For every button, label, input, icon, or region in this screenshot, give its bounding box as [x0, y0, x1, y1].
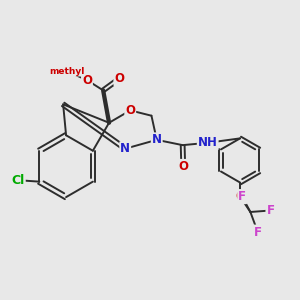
Text: N: N	[152, 133, 162, 146]
Text: methyl: methyl	[49, 67, 85, 76]
Text: F: F	[254, 226, 262, 238]
Text: NH: NH	[198, 136, 218, 149]
Text: O: O	[178, 160, 188, 173]
Text: F: F	[266, 204, 274, 217]
Text: N: N	[120, 142, 130, 155]
Text: F: F	[238, 190, 246, 203]
Text: O: O	[114, 72, 124, 85]
Text: O: O	[125, 104, 135, 117]
Text: O: O	[82, 74, 92, 87]
Text: Cl: Cl	[11, 174, 25, 187]
Text: O: O	[235, 190, 245, 203]
